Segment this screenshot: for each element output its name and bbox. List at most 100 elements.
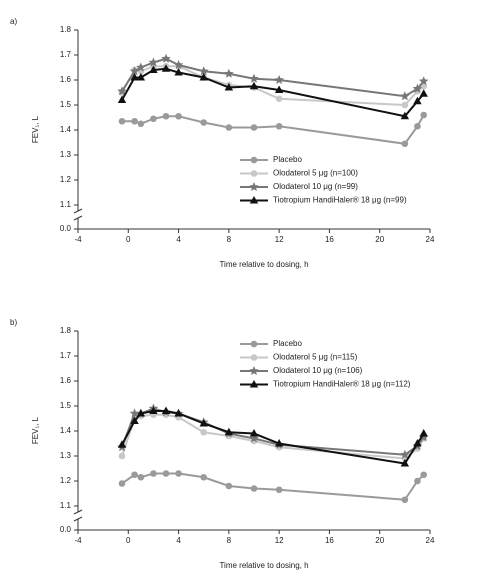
legend-label: Olodaterol 5 μg (n=115) — [273, 353, 358, 362]
y-tick-label: 1.3 — [60, 150, 72, 159]
x-tick-label: 0 — [126, 536, 131, 545]
x-tick-label: -4 — [74, 235, 82, 244]
y-tick-label: 1.1 — [60, 501, 72, 510]
x-axis-label: Time relative to dosing, h — [219, 260, 308, 269]
marker — [118, 480, 126, 487]
y-tick-label: 1.8 — [60, 326, 72, 335]
x-tick-label: 20 — [375, 235, 384, 244]
y-axis-label: FEV₁, L — [31, 416, 40, 444]
legend-label: Placebo — [273, 155, 302, 164]
legend-label: Tiotropium HandiHaler® 18 μg (n=112) — [273, 380, 411, 389]
marker — [401, 140, 409, 148]
y-axis-label: FEV₁, L — [31, 115, 40, 143]
legend-marker — [250, 156, 258, 164]
marker — [150, 470, 157, 477]
y-tick-label: 1.6 — [60, 75, 72, 84]
marker — [249, 429, 259, 437]
y-tick-label: 1.7 — [60, 50, 72, 59]
marker — [150, 115, 157, 123]
y-tick-label: 1.2 — [60, 175, 72, 184]
x-tick-label: 12 — [275, 536, 284, 545]
marker — [175, 112, 182, 120]
marker — [117, 440, 127, 448]
legend-marker — [250, 354, 258, 361]
marker — [250, 485, 258, 492]
marker — [401, 101, 409, 109]
marker — [148, 57, 159, 67]
marker — [249, 81, 259, 90]
axis-break — [73, 215, 83, 221]
marker — [274, 439, 284, 447]
marker — [173, 60, 184, 70]
y-tick-label: 0.0 — [60, 525, 72, 534]
series-line — [121, 65, 425, 107]
y-tick-label: 1.4 — [60, 125, 72, 134]
marker — [420, 471, 428, 479]
marker — [136, 409, 146, 417]
legend-label: Placebo — [273, 339, 302, 348]
y-tick-label: 1.4 — [60, 426, 72, 435]
marker — [274, 85, 284, 93]
marker — [162, 470, 170, 477]
y-tick-label: 1.5 — [60, 100, 72, 109]
marker — [400, 459, 410, 467]
marker — [200, 428, 208, 436]
marker — [419, 89, 428, 97]
marker — [199, 419, 208, 427]
marker — [130, 73, 139, 81]
marker — [250, 124, 258, 131]
marker — [130, 416, 139, 424]
marker — [131, 471, 138, 479]
marker — [161, 406, 171, 414]
marker — [401, 496, 409, 504]
marker — [174, 409, 183, 417]
marker — [137, 473, 145, 481]
legend-marker — [249, 182, 259, 192]
marker — [131, 117, 138, 125]
legend-label: Olodaterol 10 μg (n=99) — [273, 182, 358, 191]
marker — [161, 53, 171, 63]
legend-label: Tiotropium HandiHaler® 18 μg (n=99) — [273, 196, 407, 205]
x-tick-label: 8 — [227, 235, 232, 244]
legend-marker — [250, 340, 258, 348]
axis-break — [73, 509, 83, 515]
x-tick-label: 16 — [325, 536, 334, 545]
marker — [224, 427, 234, 436]
marker — [274, 75, 284, 85]
y-tick-label: 1.2 — [60, 476, 72, 485]
marker — [249, 433, 259, 443]
marker — [149, 65, 158, 73]
legend-marker — [250, 170, 258, 177]
marker — [199, 73, 208, 81]
marker — [275, 486, 283, 494]
panel-label: b) — [10, 318, 17, 327]
marker — [149, 406, 158, 414]
marker — [200, 119, 208, 126]
legend-label: Olodaterol 10 μg (n=106) — [273, 366, 363, 375]
panel-label: a) — [10, 17, 17, 26]
y-tick-label: 1.5 — [60, 401, 72, 410]
marker — [129, 408, 140, 418]
legend-label: Olodaterol 5 μg (n=100) — [273, 169, 358, 178]
y-tick-label: 1.3 — [60, 451, 72, 460]
marker — [418, 76, 429, 86]
y-tick-label: 1.7 — [60, 351, 72, 360]
legend-marker — [249, 366, 259, 376]
x-tick-label: 16 — [325, 235, 334, 244]
marker — [117, 86, 127, 96]
marker — [137, 120, 145, 128]
marker — [225, 482, 233, 490]
legend-marker — [249, 380, 259, 388]
marker — [174, 68, 183, 76]
series-line — [121, 472, 425, 501]
x-tick-label: 20 — [375, 536, 384, 545]
x-tick-label: 4 — [176, 235, 181, 244]
marker — [419, 429, 428, 437]
marker — [414, 477, 421, 485]
x-tick-label: 0 — [126, 235, 131, 244]
marker — [414, 122, 421, 130]
x-tick-label: 12 — [275, 235, 284, 244]
marker — [400, 91, 410, 101]
